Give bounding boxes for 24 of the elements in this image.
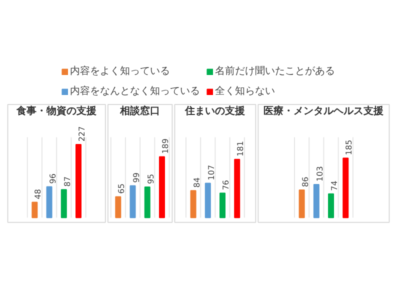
legend-label: 内容をなんとなく知っている bbox=[70, 84, 200, 98]
legend-label: 全く知らない bbox=[215, 85, 275, 98]
data-label: 103 bbox=[315, 166, 324, 182]
data-label: 185 bbox=[344, 140, 354, 156]
data-label: 227 bbox=[78, 126, 86, 142]
data-label: 65 bbox=[117, 184, 126, 194]
legend-label: 内容をよく知っている bbox=[70, 64, 170, 78]
x-tick-label: 相談窓口 bbox=[119, 105, 160, 118]
data-label: 76 bbox=[222, 180, 230, 190]
data-label: 86 bbox=[300, 176, 310, 187]
data-label: 96 bbox=[48, 174, 58, 184]
data-label: 99 bbox=[132, 172, 141, 183]
x-tick-label: 住まいの支援 bbox=[184, 105, 246, 118]
data-label: 189 bbox=[160, 138, 170, 154]
data-label: 87 bbox=[62, 176, 72, 187]
data-label: 84 bbox=[192, 177, 202, 188]
data-label: 107 bbox=[206, 164, 216, 180]
x-tick-label: 食事・物資の支援 bbox=[16, 105, 98, 118]
data-label: 95 bbox=[146, 174, 156, 184]
data-label: 48 bbox=[34, 189, 43, 200]
data-label: 181 bbox=[236, 141, 246, 156]
x-tick-label: 医療・メンタルヘルス支援 bbox=[264, 105, 385, 118]
legend-label: 名前だけ聞いたことがある bbox=[215, 65, 335, 78]
data-label: 74 bbox=[330, 180, 340, 191]
